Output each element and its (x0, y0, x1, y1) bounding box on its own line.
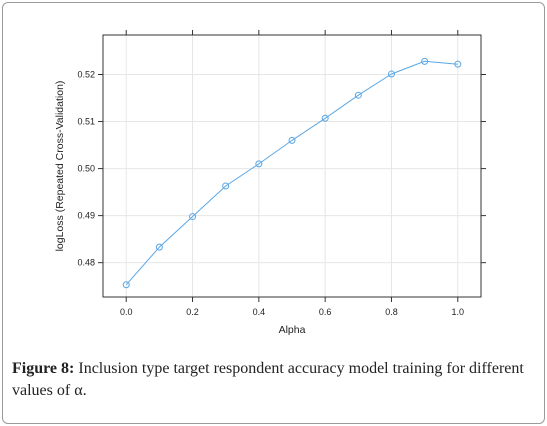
chart: 0.0 0.2 0.4 0.6 0.8 1.0 0.48 0.49 0.50 0.51 0.52 A… (54, 30, 486, 336)
plot-area (102, 34, 482, 298)
data-point (454, 60, 462, 68)
data-point (122, 281, 130, 289)
data-point (155, 243, 163, 251)
data-point (387, 70, 395, 78)
series-line (125, 60, 458, 286)
chart-grid (103, 35, 481, 297)
axis-ticks: 0.0 0.2 0.4 0.6 0.8 1.0 0.48 0.49 0.50 0.51 0.52 (77, 30, 486, 317)
figure-caption-text: Inclusion type target respondent accurac… (12, 360, 524, 399)
data-point (354, 91, 362, 99)
y-tick-label: 0.48 (77, 258, 95, 268)
y-tick-label: 0.50 (77, 164, 95, 174)
y-tick-label: 0.52 (77, 70, 95, 80)
x-tick-label: 0.0 (120, 307, 133, 317)
y-tick-label: 0.49 (77, 211, 95, 221)
data-point (288, 136, 296, 144)
figure-label: Figure 8: (12, 360, 75, 377)
data-point (255, 160, 263, 168)
data-point (222, 182, 230, 190)
data-point (421, 57, 429, 65)
data-point (189, 213, 197, 221)
x-tick-label: 0.6 (319, 307, 332, 317)
x-tick-label: 0.2 (186, 307, 199, 317)
data-point (321, 114, 329, 122)
y-axis-label: logLoss (Repeated Cross-Validation) (54, 81, 66, 252)
x-tick-label: 0.8 (385, 307, 398, 317)
x-axis-label: Alpha (279, 324, 306, 336)
y-tick-label: 0.51 (77, 117, 95, 127)
x-tick-label: 0.4 (253, 307, 266, 317)
figure-caption: Figure 8: Inclusion type target responde… (12, 358, 534, 402)
data-points (122, 57, 462, 289)
x-tick-label: 1.0 (452, 307, 465, 317)
